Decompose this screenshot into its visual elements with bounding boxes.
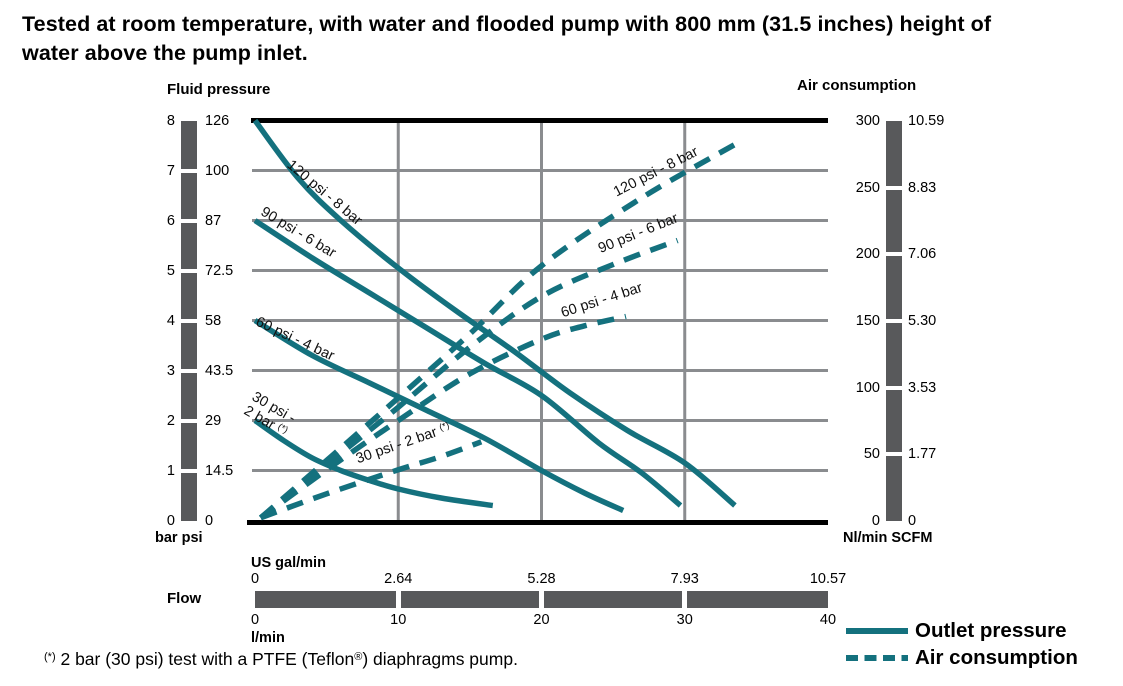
air-nlmin-tick-200: 200	[855, 246, 880, 263]
dashed-line-swatch-icon	[846, 654, 908, 661]
fluid-pressure-unit-label: bar psi	[155, 530, 203, 546]
flow-lmin-tick-30: 30	[676, 612, 693, 628]
air-nlmin-tick-100: 100	[855, 379, 880, 396]
fluid-pressure-bar-tick-3: 3	[166, 363, 175, 379]
tick-gap	[886, 252, 902, 256]
fluid-pressure-bar-tick-6: 6	[166, 213, 175, 229]
air-consumption-unit-label: Nl/min SCFM	[843, 530, 933, 546]
fluid-pressure-axis-title: Fluid pressure	[167, 81, 271, 98]
tick-gap	[181, 469, 197, 473]
flow-gal-tick-7.93: 7.93	[670, 571, 699, 587]
tick-gap	[886, 386, 902, 390]
flow-lmin-unit-label: l/min	[251, 630, 285, 646]
fluid-pressure-psi-tick-29: 29	[205, 413, 222, 429]
legend-item-outlet-pressure: Outlet pressure	[845, 617, 1078, 644]
fluid-pressure-psi-tick-126: 126	[205, 113, 230, 129]
flow-gal-tick-5.28: 5.28	[527, 571, 556, 587]
fluid-pressure-psi-tick-72.5: 72.5	[205, 263, 234, 279]
page-title-line2: water above the pump inlet.	[22, 41, 308, 66]
air-scfm-tick-3.53: 3.53	[908, 379, 937, 396]
fluid-pressure-scale-bar	[181, 121, 197, 521]
registered-trademark-icon: ®	[354, 651, 363, 663]
curves	[252, 118, 744, 521]
air-scfm-tick-1.77: 1.77	[908, 446, 937, 463]
tick-gap	[181, 419, 197, 423]
footnote-marker: (*)	[44, 651, 56, 663]
legend-item-air-consumption: Air consumption	[845, 644, 1078, 671]
curve-outlet-pressure-60psi-4bar	[253, 318, 625, 514]
curve-air-consumption-90psi-6bar	[258, 237, 679, 520]
legend-label: Outlet pressure	[915, 618, 1067, 642]
tick-gap	[886, 186, 902, 190]
air-nlmin-tick-250: 250	[855, 179, 880, 196]
air-nlmin-tick-50: 50	[863, 446, 880, 463]
fluid-pressure-psi-tick-58: 58	[205, 313, 222, 329]
tick-gap	[539, 591, 544, 608]
page-title: Tested at room temperature, with water a…	[22, 10, 1107, 68]
curve-air-consumption-60psi-4bar	[259, 313, 627, 521]
flow-scale-bar	[255, 591, 828, 608]
fluid-pressure-bar-tick-4: 4	[166, 313, 175, 329]
air-consumption-axis-title: Air consumption	[797, 77, 917, 94]
curve-air-consumption-30psi-2bar	[259, 439, 483, 521]
air-nlmin-tick-0: 0	[871, 513, 880, 529]
tick-gap	[682, 591, 688, 608]
flow-lmin-tick-10: 10	[390, 612, 407, 628]
tick-gap	[181, 369, 197, 373]
flow-axis-title: Flow	[167, 590, 202, 607]
curve-air-consumption-120psi-8bar	[258, 138, 744, 520]
flow-gal-tick-2.64: 2.64	[384, 571, 413, 587]
fluid-pressure-bar-tick-2: 2	[166, 413, 175, 429]
tick-gap	[181, 219, 197, 223]
fluid-pressure-bar-tick-1: 1	[166, 463, 175, 479]
footnote: (*) 2 bar (30 psi) test with a PTFE (Tef…	[44, 649, 518, 669]
flow-lmin-tick-20: 20	[533, 612, 550, 628]
legend: Outlet pressure Air consumption	[845, 617, 1078, 671]
flow-gal-unit-label: US gal/min	[251, 555, 326, 571]
fluid-pressure-bar-tick-0: 0	[166, 513, 175, 529]
air-nlmin-tick-300: 300	[855, 113, 880, 129]
fluid-pressure-psi-tick-0: 0	[205, 513, 214, 529]
tick-gap	[886, 319, 902, 323]
fluid-pressure-bar-tick-8: 8	[166, 113, 175, 129]
air-scfm-tick-10.59: 10.59	[908, 113, 945, 129]
air-consumption-scale-bar	[886, 121, 902, 521]
solid-line-swatch-icon	[846, 627, 908, 634]
legend-label: Air consumption	[915, 645, 1078, 669]
tick-gap	[886, 452, 902, 456]
curve-outlet-pressure-90psi-6bar	[253, 218, 683, 508]
tick-gap	[395, 591, 401, 608]
air-scfm-tick-5.30: 5.30	[908, 313, 937, 329]
tick-gap	[181, 169, 197, 173]
flow-lmin-tick-0: 0	[251, 612, 260, 628]
fluid-pressure-bar-tick-7: 7	[166, 163, 175, 179]
flow-lmin-tick-40: 40	[819, 612, 837, 628]
fluid-pressure-psi-tick-87: 87	[205, 213, 222, 229]
flow-gal-tick-10.57: 10.57	[809, 571, 847, 587]
fluid-pressure-psi-tick-43.5: 43.5	[205, 363, 234, 379]
air-scfm-tick-7.06: 7.06	[908, 246, 937, 263]
page-title-line1: Tested at room temperature, with water a…	[22, 12, 992, 36]
curve-outlet-pressure-30psi-2bar	[253, 418, 494, 509]
air-scfm-tick-8.83: 8.83	[908, 179, 937, 196]
fluid-pressure-psi-tick-14.5: 14.5	[205, 463, 234, 479]
air-scfm-tick-0: 0	[908, 513, 917, 529]
flow-gal-tick-0: 0	[251, 571, 260, 587]
fluid-pressure-psi-tick-100: 100	[205, 163, 230, 179]
air-nlmin-tick-150: 150	[855, 313, 880, 329]
tick-gap	[181, 319, 197, 323]
tick-gap	[181, 269, 197, 273]
fluid-pressure-bar-tick-5: 5	[166, 263, 175, 279]
